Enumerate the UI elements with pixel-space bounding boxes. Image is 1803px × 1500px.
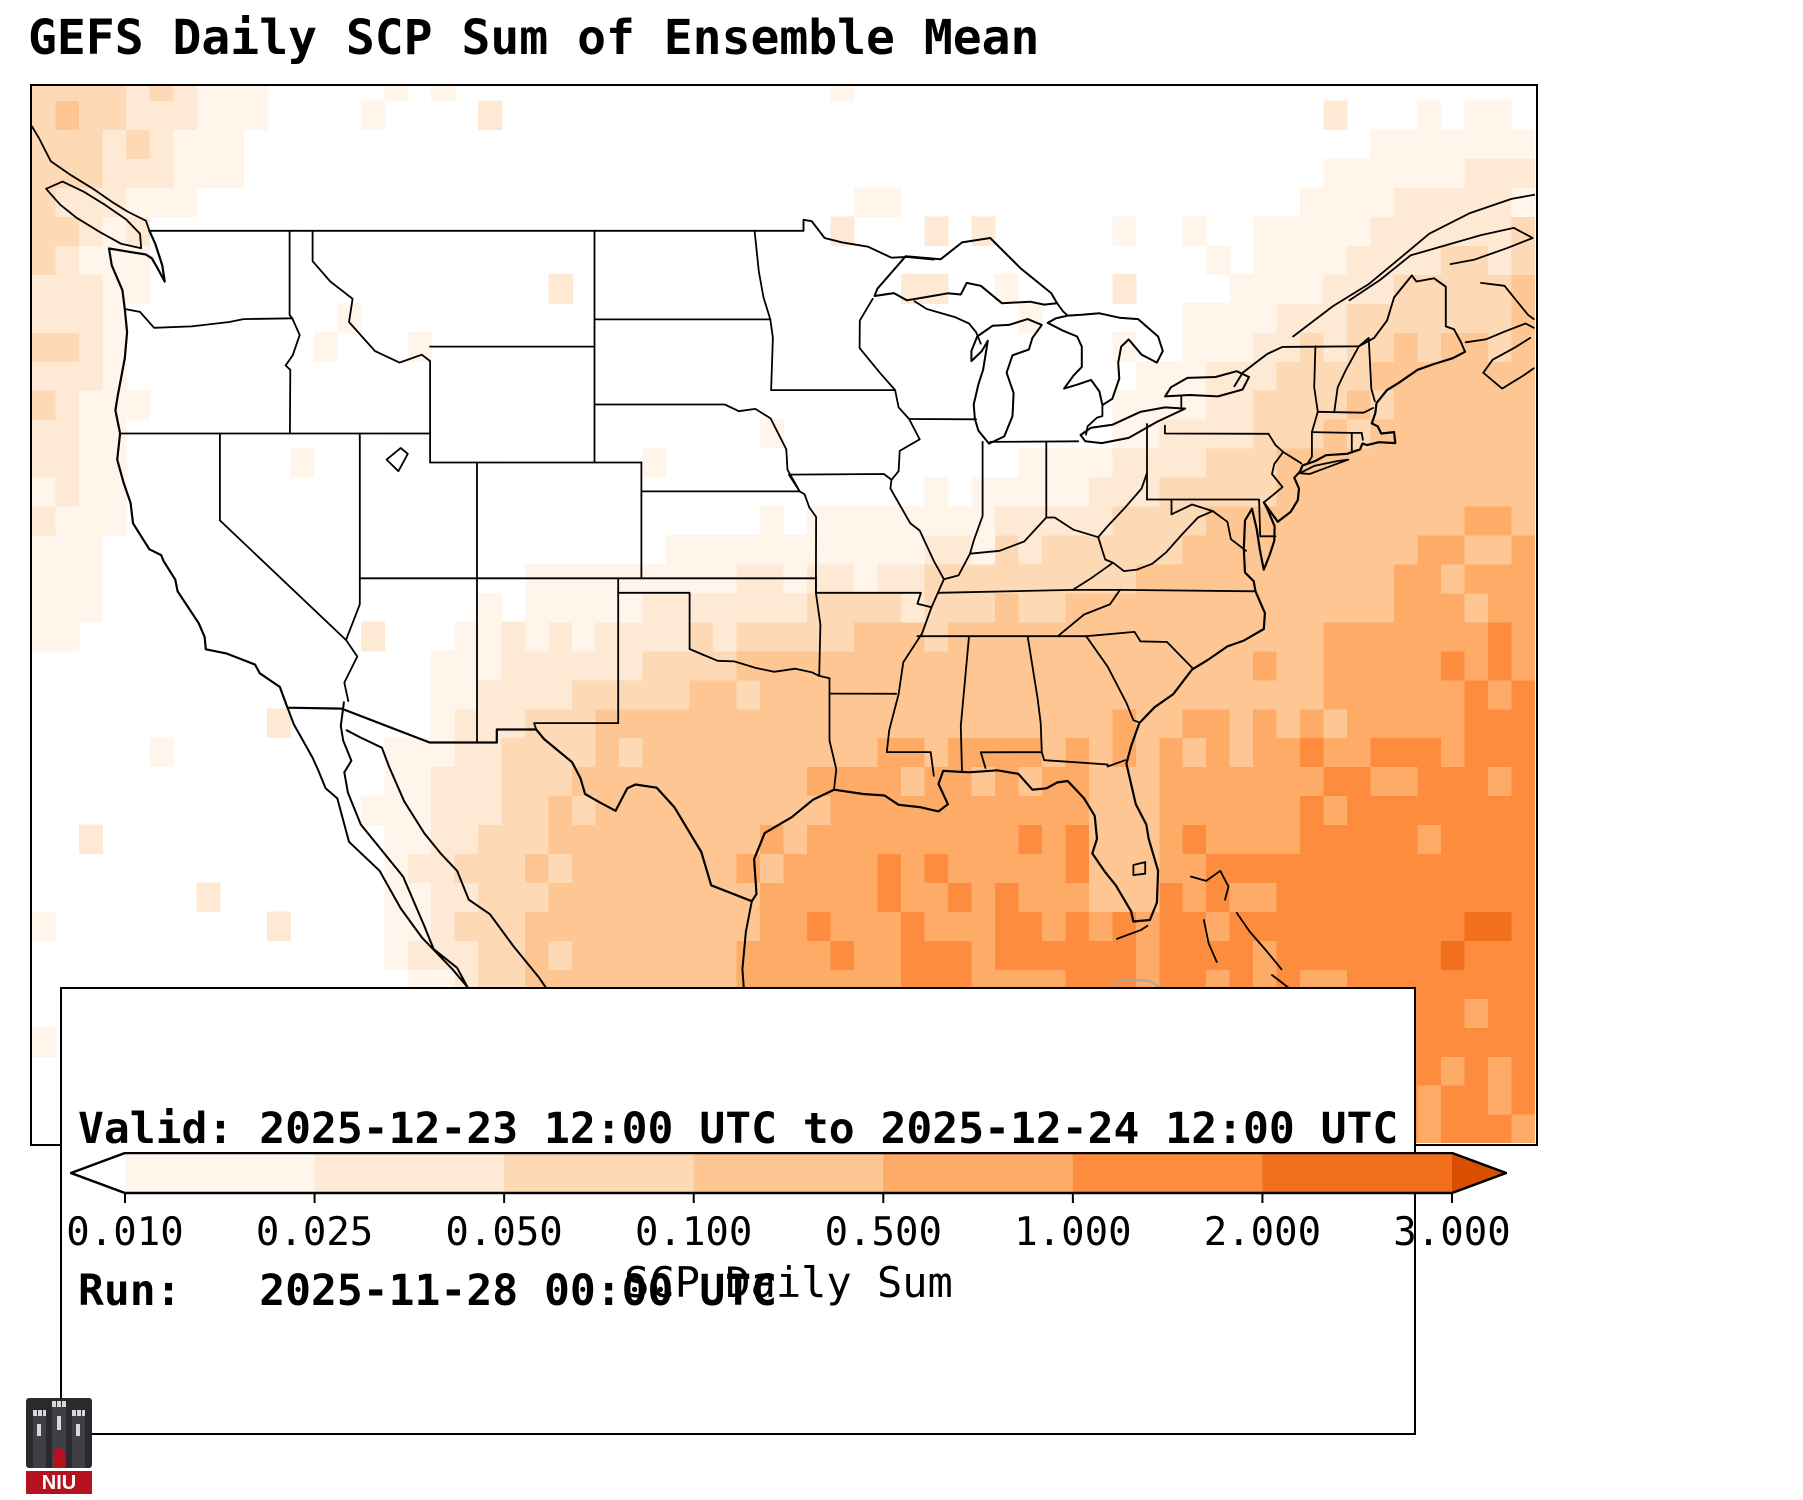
- niu-castle-icon: NIU: [26, 1398, 92, 1494]
- colorbar-bar: [70, 1152, 1507, 1203]
- castle-door: [53, 1448, 65, 1468]
- colorbar-tick-label: 0.010: [66, 1210, 184, 1255]
- niu-logo: NIU: [26, 1398, 92, 1494]
- map-panel: Valid: 2025-12-23 12:00 UTC to 2025-12-2…: [30, 84, 1538, 1435]
- colorbar-tick-label: 2.000: [1203, 1210, 1322, 1255]
- colorbar-tick-label: 0.050: [445, 1210, 563, 1255]
- colorbar-tick-label: 0.025: [255, 1210, 374, 1255]
- colorbar-tick-label: 0.100: [634, 1210, 753, 1255]
- state-boundaries: [119, 229, 1376, 991]
- figure-title: GEFS Daily SCP Sum of Ensemble Mean: [28, 10, 1040, 66]
- info-box: Valid: 2025-12-23 12:00 UTC to 2025-12-2…: [60, 987, 1417, 1435]
- colorbar-title: SCP Daily Sum: [624, 1258, 953, 1307]
- colorbar-tick-labels: 0.010 0.025 0.050 0.100 0.500 1.000 2.000 3.000: [66, 1206, 1511, 1258]
- colorbar-tick-label: 1.000: [1014, 1210, 1132, 1255]
- conus-scp-map: [32, 86, 1535, 1143]
- valid-time-text: Valid: 2025-12-23 12:00 UTC to 2025-12-2…: [78, 1104, 1399, 1154]
- heatmap-cells: [32, 86, 1535, 1143]
- colorbar-tick-label: 3.000: [1393, 1210, 1511, 1255]
- colorbar: 0.010 0.025 0.050 0.100 0.500 1.000 2.000 3.000…: [66, 1152, 1511, 1312]
- run-time-text: Run: 2025-11-28 00:00 UTC: [78, 1266, 777, 1316]
- niu-wordmark: NIU: [42, 1472, 76, 1494]
- niu-wordmark-band: [26, 1471, 92, 1494]
- colorbar-tick-label: 0.500: [824, 1210, 942, 1255]
